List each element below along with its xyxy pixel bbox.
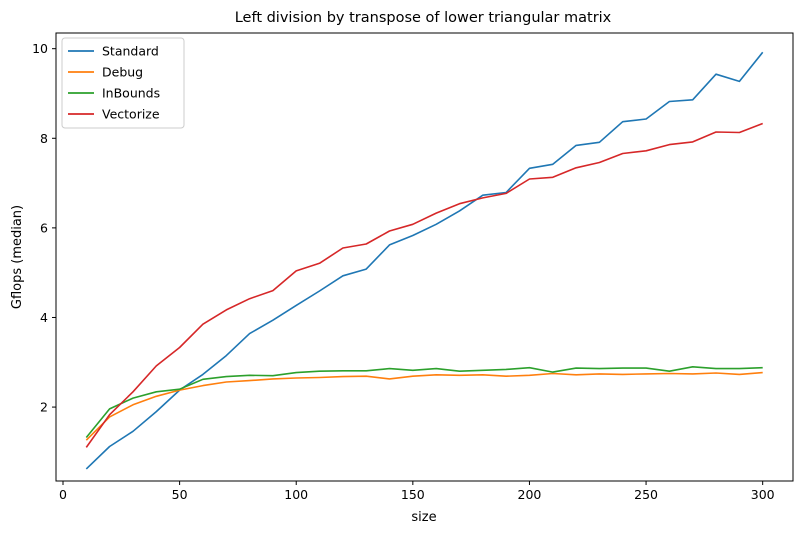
legend: Standard Debug InBounds Vectorize [61,37,185,129]
y-axis-label: Gflops (median) [10,205,25,309]
legend-label: Debug [102,65,143,80]
x-tick-label: 250 [634,487,658,502]
legend-label: Standard [102,44,159,59]
x-tick-label: 50 [172,487,188,502]
series-line-standard [85,51,764,470]
y-tick-label: 10 [32,41,48,56]
legend-box [61,37,185,129]
y-tick-label: 2 [40,400,48,415]
x-tick-label: 100 [284,487,308,502]
series-line-debug [85,371,763,441]
x-axis-label: size [411,510,436,525]
x-tick-label: 150 [401,487,425,502]
series-lines [85,51,764,470]
x-tick-label: 300 [751,487,775,502]
series-line-inbounds [85,365,763,439]
y-axis: 2 4 6 8 10 [32,41,56,415]
legend-label: InBounds [102,86,160,101]
legend-label: Vectorize [102,107,160,122]
y-tick-label: 4 [40,310,48,325]
series-line-vectorize [85,122,763,448]
x-tick-label: 200 [518,487,542,502]
chart-title: Left division by transpose of lower tria… [235,10,612,26]
x-tick-label: 0 [59,487,67,502]
y-tick-label: 6 [40,220,48,235]
plot-area-frame [55,32,794,482]
x-axis: 0 50 100 150 200 250 300 [59,481,775,502]
y-tick-label: 8 [40,131,48,146]
